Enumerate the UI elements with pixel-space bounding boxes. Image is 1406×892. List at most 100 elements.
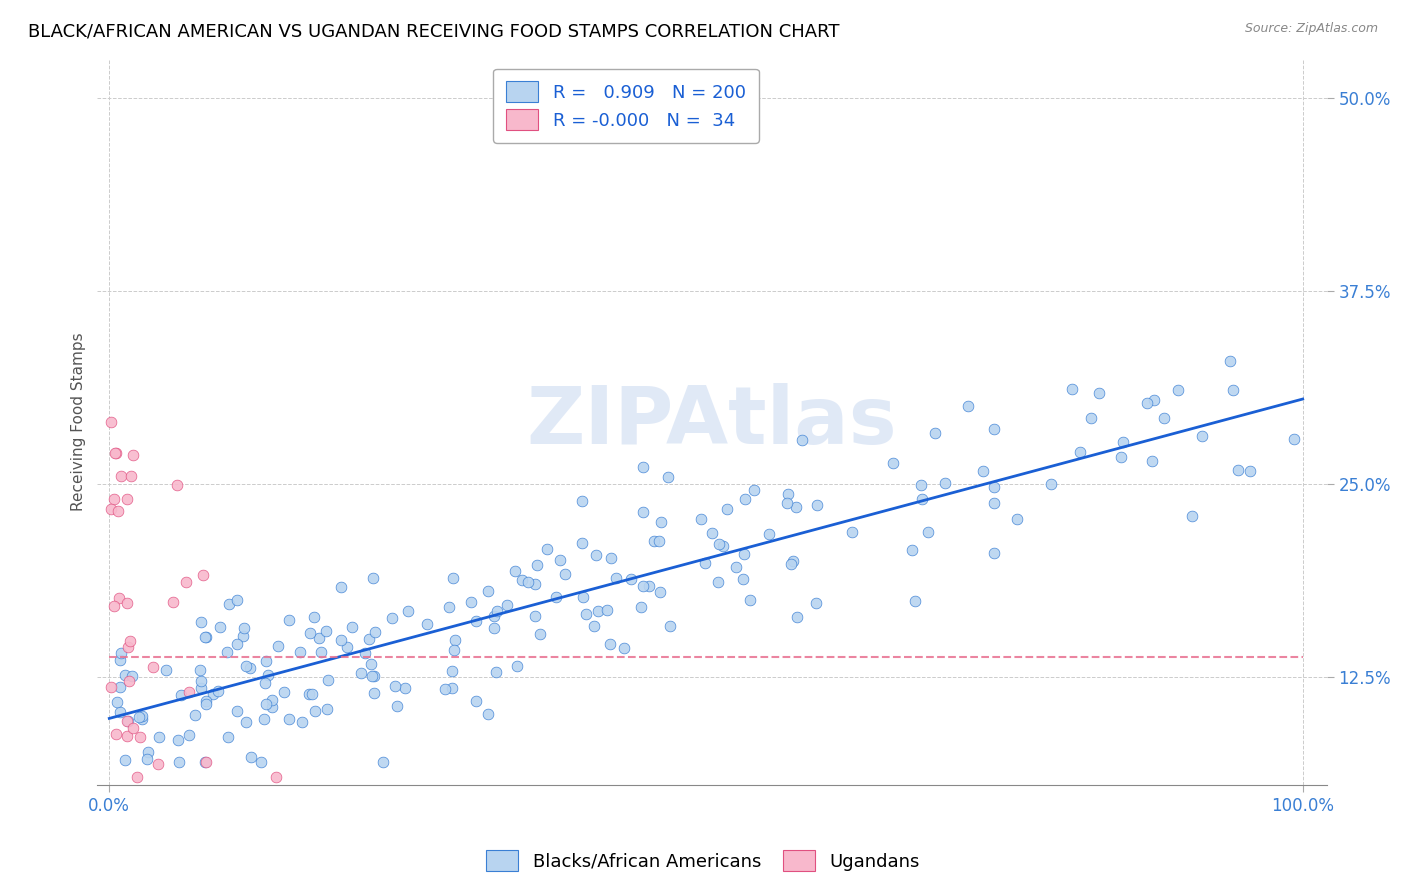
Point bbox=[648, 533, 671, 548]
Point bbox=[841, 525, 863, 540]
Point bbox=[571, 494, 593, 508]
Point bbox=[315, 702, 337, 716]
Point bbox=[785, 500, 807, 515]
Point bbox=[235, 715, 257, 730]
Point bbox=[329, 580, 352, 594]
Point bbox=[201, 687, 224, 701]
Point bbox=[731, 572, 754, 586]
Point bbox=[806, 498, 828, 512]
Point bbox=[901, 543, 924, 558]
Point bbox=[1282, 432, 1305, 446]
Point bbox=[605, 571, 627, 585]
Point bbox=[298, 626, 321, 640]
Point bbox=[361, 571, 384, 585]
Point bbox=[194, 630, 217, 644]
Point bbox=[299, 801, 322, 815]
Point bbox=[177, 684, 200, 698]
Point bbox=[225, 592, 247, 607]
Point bbox=[983, 496, 1005, 510]
Point bbox=[336, 640, 359, 655]
Point bbox=[148, 730, 170, 744]
Point bbox=[104, 446, 127, 460]
Point bbox=[983, 546, 1005, 560]
Point bbox=[148, 757, 170, 772]
Point bbox=[110, 469, 132, 483]
Point bbox=[776, 496, 799, 510]
Point bbox=[633, 460, 655, 475]
Point bbox=[142, 660, 165, 674]
Point bbox=[1222, 384, 1244, 398]
Point bbox=[904, 594, 927, 608]
Point bbox=[734, 491, 756, 506]
Point bbox=[360, 657, 382, 672]
Point bbox=[716, 501, 738, 516]
Point bbox=[278, 712, 301, 726]
Point bbox=[740, 593, 762, 607]
Point bbox=[707, 575, 730, 590]
Point bbox=[396, 604, 419, 618]
Point bbox=[742, 483, 765, 497]
Point bbox=[105, 695, 128, 709]
Point bbox=[643, 533, 665, 548]
Point bbox=[572, 590, 595, 604]
Point bbox=[105, 727, 128, 741]
Point bbox=[115, 729, 138, 743]
Point bbox=[1226, 463, 1249, 477]
Point bbox=[524, 577, 547, 591]
Point bbox=[631, 505, 654, 519]
Point bbox=[103, 599, 125, 614]
Point bbox=[585, 548, 607, 562]
Point bbox=[599, 637, 621, 651]
Point bbox=[956, 400, 979, 414]
Point bbox=[115, 714, 138, 729]
Point bbox=[983, 480, 1005, 494]
Point bbox=[910, 478, 932, 492]
Point bbox=[254, 698, 277, 712]
Point bbox=[340, 620, 363, 634]
Point bbox=[254, 654, 277, 668]
Point bbox=[121, 669, 143, 683]
Point bbox=[477, 584, 499, 599]
Point bbox=[302, 610, 325, 624]
Point bbox=[1080, 410, 1102, 425]
Point bbox=[506, 659, 529, 673]
Point bbox=[917, 524, 939, 539]
Point bbox=[780, 558, 803, 572]
Point bbox=[1191, 428, 1213, 442]
Point bbox=[786, 610, 808, 624]
Point bbox=[188, 663, 211, 677]
Point bbox=[1239, 464, 1261, 478]
Point bbox=[170, 688, 193, 702]
Point bbox=[190, 673, 212, 688]
Point bbox=[804, 596, 827, 610]
Point bbox=[700, 526, 723, 541]
Point bbox=[110, 705, 132, 719]
Point bbox=[318, 673, 340, 687]
Point bbox=[477, 707, 499, 722]
Point bbox=[114, 752, 136, 766]
Point bbox=[782, 554, 804, 568]
Point bbox=[394, 681, 416, 695]
Point bbox=[262, 693, 284, 707]
Point bbox=[252, 712, 274, 726]
Point bbox=[631, 579, 654, 593]
Point bbox=[657, 470, 679, 484]
Point bbox=[117, 640, 139, 655]
Point bbox=[371, 755, 394, 769]
Point bbox=[350, 665, 373, 680]
Point bbox=[510, 573, 533, 587]
Point bbox=[485, 665, 508, 679]
Point bbox=[441, 664, 464, 678]
Point bbox=[131, 712, 153, 726]
Point bbox=[166, 478, 188, 492]
Point bbox=[128, 710, 150, 724]
Point bbox=[176, 574, 198, 589]
Point bbox=[108, 591, 131, 606]
Point bbox=[548, 552, 571, 566]
Legend: R =   0.909   N = 200, R = -0.000   N =  34: R = 0.909 N = 200, R = -0.000 N = 34 bbox=[494, 69, 758, 143]
Point bbox=[758, 527, 780, 541]
Point bbox=[267, 640, 290, 654]
Point bbox=[1219, 354, 1241, 368]
Point bbox=[596, 603, 619, 617]
Point bbox=[330, 632, 353, 647]
